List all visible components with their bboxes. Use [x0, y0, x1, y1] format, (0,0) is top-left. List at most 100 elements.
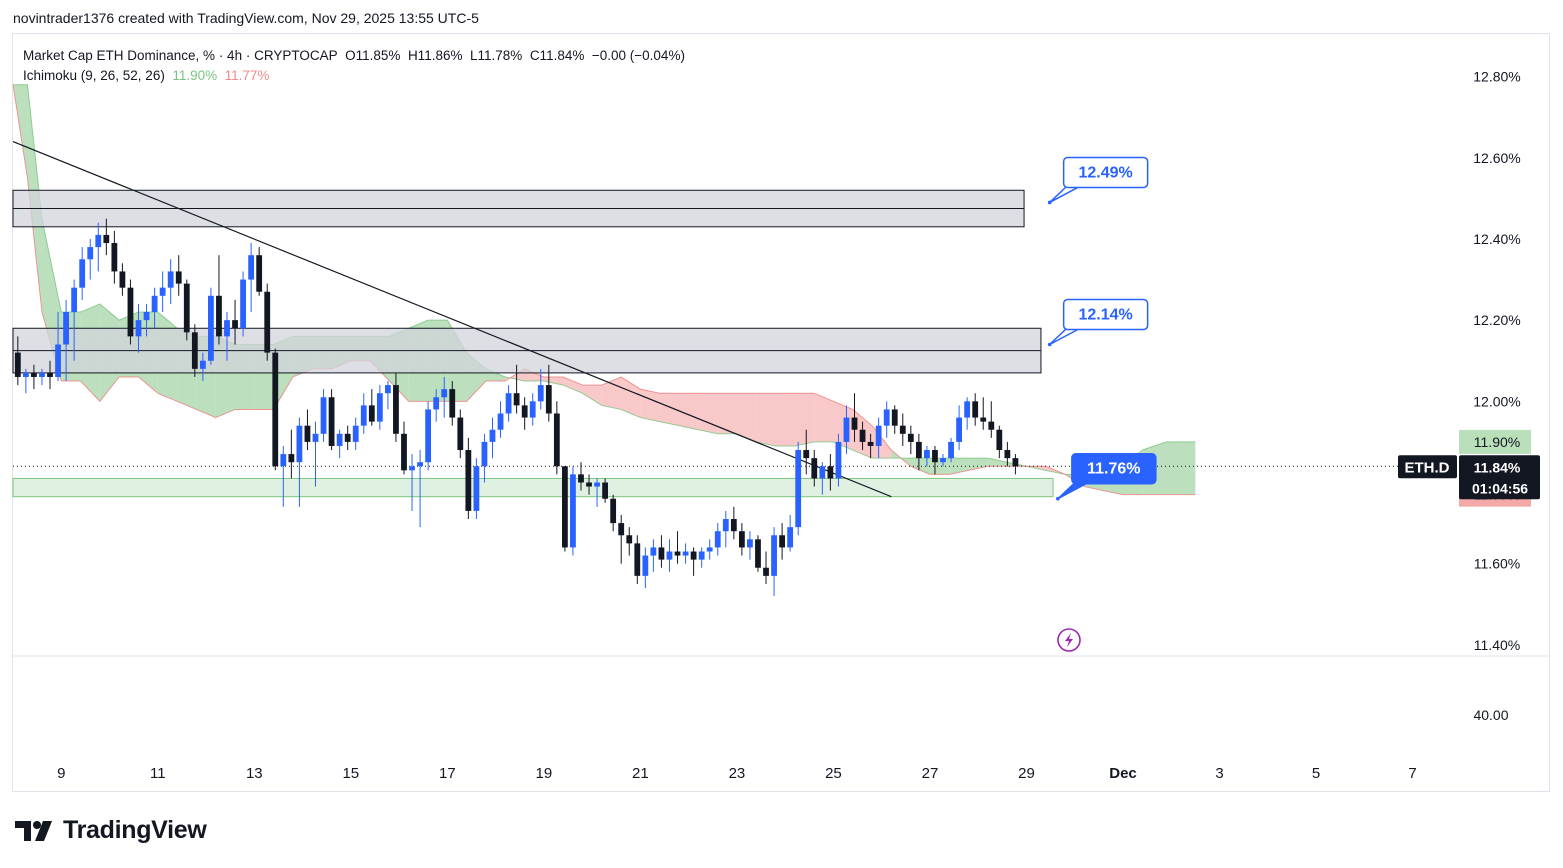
price-label-text: 12.14%	[1079, 307, 1133, 324]
candle-body	[376, 393, 383, 422]
x-tick-label: 17	[439, 765, 456, 782]
candle-body	[891, 409, 898, 426]
candle-body	[191, 332, 198, 369]
y-tick-label: 12.60%	[1473, 150, 1520, 166]
candle-body	[385, 385, 391, 394]
candle-body	[167, 271, 174, 288]
candle-down	[738, 523, 745, 556]
candle-body	[940, 458, 946, 463]
candle-up	[650, 539, 657, 572]
candle-body	[505, 393, 512, 414]
candle-body	[433, 397, 440, 410]
price-label-1[interactable]: 12.49%	[1047, 156, 1149, 205]
x-tick-label: 29	[1018, 765, 1035, 782]
candle-body	[602, 482, 609, 499]
resistance-zones	[12, 189, 1054, 498]
x-tick-label: 27	[922, 765, 939, 782]
candle-body	[835, 441, 842, 479]
x-tick-label: 21	[632, 765, 649, 782]
candle-up	[835, 433, 842, 487]
candle-up	[497, 401, 504, 438]
candle-up	[883, 401, 890, 438]
candle-body	[393, 385, 399, 434]
candle-down	[393, 372, 399, 442]
legend-indicator-line[interactable]: Ichimoku (9, 26, 52, 26) 11.90% 11.77%	[23, 66, 685, 86]
cloud-bull-segment	[968, 458, 988, 471]
chart-legend: Market Cap ETH Dominance, % · 4h · CRYPT…	[23, 46, 685, 86]
candle-body	[95, 234, 102, 248]
candle-body	[578, 474, 584, 483]
candle-up	[666, 539, 673, 572]
candle-body	[135, 320, 142, 337]
candle-up	[875, 417, 882, 459]
candle-body	[352, 425, 359, 442]
candle-body	[344, 433, 351, 442]
candle-up	[39, 368, 45, 386]
candle-body	[1004, 450, 1011, 459]
candle-body	[996, 429, 1003, 451]
candle-body	[111, 243, 118, 272]
candle-up	[747, 531, 753, 560]
candle-body	[360, 405, 367, 426]
candle-body	[626, 535, 633, 544]
candle-up	[441, 376, 448, 418]
candle-body	[175, 271, 182, 284]
candle-down	[111, 230, 118, 284]
x-tick-label: 15	[342, 765, 359, 782]
legend-title: Market Cap ETH Dominance, % · 4h · CRYPT…	[23, 48, 338, 63]
candle-body	[328, 397, 335, 446]
candle-down	[803, 429, 810, 475]
candle-down	[972, 393, 979, 426]
candle-up	[433, 389, 440, 422]
candle-up	[135, 303, 142, 353]
y-tick-label: 12.00%	[1473, 393, 1520, 409]
candle-body	[851, 417, 858, 430]
x-tick-label: 19	[536, 765, 553, 782]
candle-body	[650, 547, 657, 556]
candle-body	[642, 555, 649, 576]
candle-body	[513, 393, 520, 406]
time-axis: 9 11 13 15 17 19 21 23 25 27 29 Dec 3 5 7	[57, 765, 1417, 782]
cloud-bear-segment	[736, 393, 757, 442]
candle-body	[151, 295, 158, 313]
attribution-text: novintrader1376 created with TradingView…	[13, 10, 479, 26]
candle-down	[465, 437, 472, 520]
price-label-box	[1062, 156, 1149, 189]
candle-down	[634, 535, 641, 584]
x-tick-label: 9	[57, 765, 65, 782]
price-label-box	[1071, 452, 1157, 485]
price-label-2[interactable]: 12.14%	[1047, 298, 1149, 347]
candle-down	[763, 551, 769, 584]
ichimoku-cloud	[12, 84, 1196, 496]
candle-body	[449, 389, 456, 418]
candle-up	[224, 312, 230, 361]
cloud-bull-segment	[1180, 441, 1196, 495]
candle-body	[755, 539, 761, 568]
price-label-3[interactable]: 11.76%	[1056, 452, 1157, 501]
candle-up	[352, 417, 359, 451]
price-label-anchor	[1056, 496, 1060, 501]
cloud-bear-segment	[814, 393, 834, 442]
candle-body	[22, 372, 29, 377]
candle-down	[344, 425, 351, 451]
tradingview-logo[interactable]: TradingView	[15, 816, 207, 845]
candle-body	[722, 519, 729, 532]
candle-down	[932, 445, 938, 475]
candle-down	[175, 255, 182, 296]
candle-body	[561, 466, 568, 548]
candle-down	[859, 421, 866, 451]
candle-body	[103, 234, 110, 244]
candle-body	[14, 352, 21, 377]
candle-body	[634, 543, 641, 576]
candle-down	[191, 324, 198, 377]
cloud-bear-segment	[582, 385, 602, 406]
candle-up	[79, 247, 86, 300]
candle-body	[553, 413, 560, 467]
span-a-axis-badge: 11.90%	[1459, 429, 1531, 454]
cloud-bear-segment	[640, 389, 660, 422]
legend-high: H11.86%	[407, 48, 463, 63]
legend-open: O11.85%	[345, 48, 401, 63]
candle-down	[779, 523, 786, 560]
current-price-badge[interactable]: 11.84% 01:04:56	[1459, 455, 1540, 500]
